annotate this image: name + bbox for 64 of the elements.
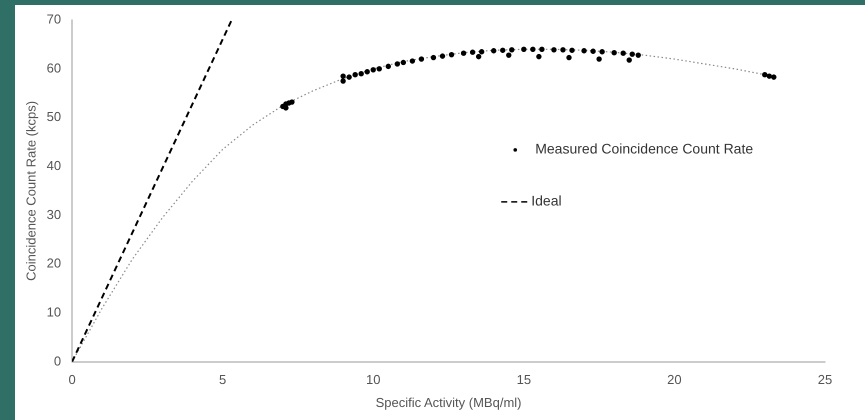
point: [766, 73, 772, 79]
point: [596, 56, 602, 62]
point: [364, 69, 370, 74]
point: [418, 56, 424, 62]
point: [289, 99, 295, 105]
point: [620, 50, 626, 56]
point: [509, 47, 514, 52]
point: [560, 47, 566, 52]
point: [626, 57, 632, 63]
y-tick-label: 10: [46, 304, 62, 320]
point: [283, 105, 289, 111]
point: [551, 47, 557, 52]
y-tick-label: 60: [46, 60, 62, 76]
point: [566, 54, 572, 60]
y-tick-label: 70: [46, 12, 62, 27]
point: [590, 48, 596, 54]
point: [340, 78, 346, 84]
y-axis-title: Coincidence Count Rate (kcps): [23, 100, 38, 281]
point: [539, 46, 545, 52]
y-tick-label: 40: [46, 158, 62, 174]
x-axis-title: Specific Activity (MBq/ml): [376, 394, 522, 410]
point: [352, 72, 358, 78]
point: [530, 46, 536, 52]
point: [476, 54, 482, 60]
x-tick-label: 20: [667, 372, 682, 388]
point: [386, 64, 391, 70]
y-tick-label: 0: [54, 353, 62, 368]
point: [340, 73, 346, 79]
point: [478, 49, 484, 54]
point: [370, 67, 376, 73]
y-tick-label: 30: [46, 206, 62, 222]
point: [430, 54, 436, 60]
point: [394, 61, 400, 67]
point: [440, 53, 446, 59]
point: [358, 71, 364, 76]
point: [762, 72, 768, 78]
point: [376, 66, 382, 72]
point: [599, 49, 605, 54]
point: [400, 60, 406, 66]
point: [569, 48, 575, 53]
point: [521, 46, 527, 52]
x-tick-label: 10: [366, 372, 380, 388]
x-tick-label: 0: [68, 372, 76, 388]
point: [460, 50, 466, 56]
point: [491, 48, 496, 54]
point: [506, 52, 512, 58]
y-tick-label: 50: [46, 109, 62, 124]
point: [448, 52, 454, 58]
point: [630, 51, 635, 57]
point: [536, 54, 542, 60]
point: [636, 52, 641, 58]
x-tick-label: 25: [818, 372, 832, 388]
y-tick-label: 20: [46, 256, 62, 271]
point: [771, 74, 776, 80]
point: [581, 48, 587, 54]
legend-label: Ideal: [531, 192, 562, 209]
x-tick-label: 5: [219, 372, 226, 388]
point: [500, 48, 506, 53]
point: [470, 50, 476, 55]
point: [410, 58, 416, 64]
legend-label: Measured Coincidence Count Rate: [535, 140, 754, 157]
point: [346, 74, 352, 80]
x-tick-label: 15: [516, 372, 532, 388]
point: [611, 50, 617, 56]
